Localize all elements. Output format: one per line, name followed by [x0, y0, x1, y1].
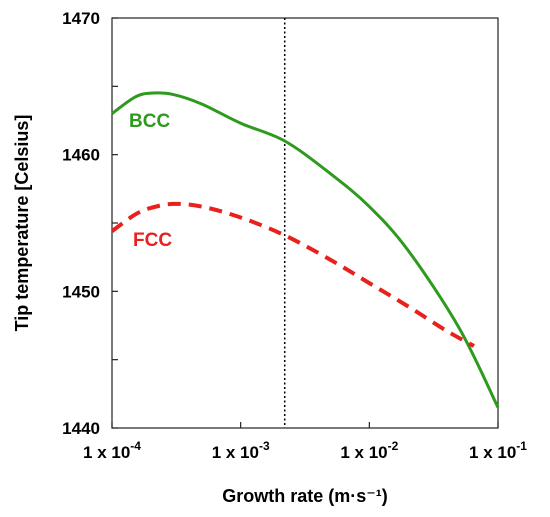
y-axis-title: Tip temperature [Celsius] [12, 115, 32, 332]
y-tick-label: 1450 [62, 282, 100, 301]
y-tick-label: 1470 [62, 9, 100, 28]
series-label-bcc: BCC [129, 111, 170, 132]
plot-area-frame [111, 17, 499, 429]
x-tick-label: 1 x 10-3 [212, 439, 270, 462]
x-axis-title: Growth rate (m·s⁻¹) [222, 486, 388, 506]
series-label-fcc: FCC [133, 230, 172, 251]
x-tick-label: 1 x 10-1 [469, 439, 527, 462]
series-line-fcc [110, 201, 475, 348]
x-tick-label: 1 x 10-4 [83, 439, 141, 462]
x-tick-label: 1 x 10-2 [340, 439, 398, 462]
series-line-bcc [111, 91, 500, 409]
y-tick-label: 1440 [62, 419, 100, 438]
y-tick-label: 1460 [62, 146, 100, 165]
